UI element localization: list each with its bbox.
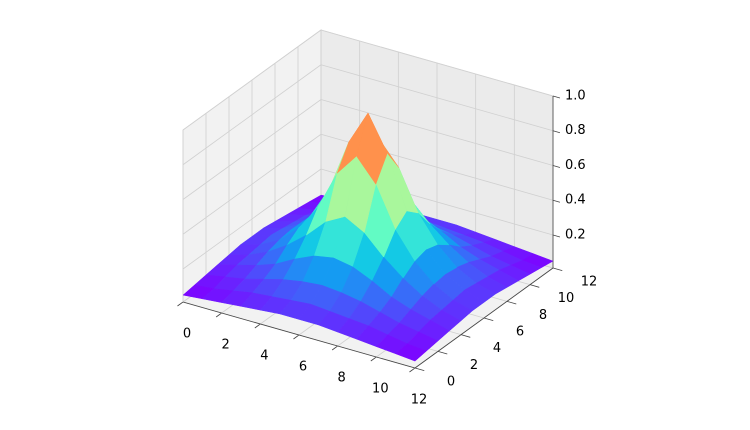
grid-line (182, 133, 322, 235)
x-tick-label: 0 (183, 327, 191, 342)
grid-line (182, 99, 322, 200)
tick-mark (552, 95, 561, 99)
tick-mark (483, 317, 494, 322)
x-tick-label: 6 (299, 360, 307, 375)
x-tick-label: 12 (411, 393, 428, 408)
tick-mark (414, 367, 425, 372)
grid-line (320, 64, 554, 132)
tick-mark (254, 323, 261, 329)
tick-mark (370, 356, 377, 362)
y-tick-label: 8 (539, 308, 547, 323)
y-tick-label: 2 (470, 358, 478, 373)
z-tick-label: 0.6 (565, 158, 586, 173)
grid-line (182, 29, 322, 131)
tick-mark (552, 267, 563, 272)
tick-mark (409, 367, 416, 373)
z-tick-label: 0.4 (565, 193, 586, 208)
grid-line (320, 99, 554, 166)
tick-mark (437, 350, 448, 355)
tick-mark (460, 334, 471, 338)
z-tick-label: 0.2 (565, 227, 586, 242)
tick-mark (506, 300, 517, 305)
y-tick-label: 0 (447, 375, 455, 390)
tick-mark (215, 312, 222, 318)
x-axis-line (182, 301, 416, 369)
x-tick-label: 2 (222, 338, 230, 353)
tick-mark (529, 284, 540, 288)
y-tick-label: 6 (516, 325, 524, 340)
x-tick-label: 4 (260, 349, 268, 364)
z-tick-label: 0.8 (565, 123, 586, 138)
tick-mark (552, 234, 561, 238)
tick-mark (552, 165, 561, 168)
z-tick-label: 1.0 (565, 89, 586, 104)
tick-mark (331, 345, 338, 351)
surface-patch (395, 343, 427, 362)
tick-mark (293, 334, 300, 340)
grid-line (182, 168, 322, 270)
y-tick-label: 12 (581, 275, 598, 290)
x-tick-label: 8 (338, 371, 346, 386)
x-tick-label: 10 (372, 382, 389, 397)
grid-line (320, 29, 554, 97)
tick-mark (177, 301, 184, 307)
tick-mark (552, 199, 561, 203)
tick-mark (552, 130, 561, 134)
y-tick-label: 4 (493, 341, 501, 356)
surface-patch (356, 112, 388, 185)
y-axis-line (414, 267, 554, 369)
y-tick-label: 10 (558, 291, 575, 306)
grid-line (182, 64, 322, 166)
